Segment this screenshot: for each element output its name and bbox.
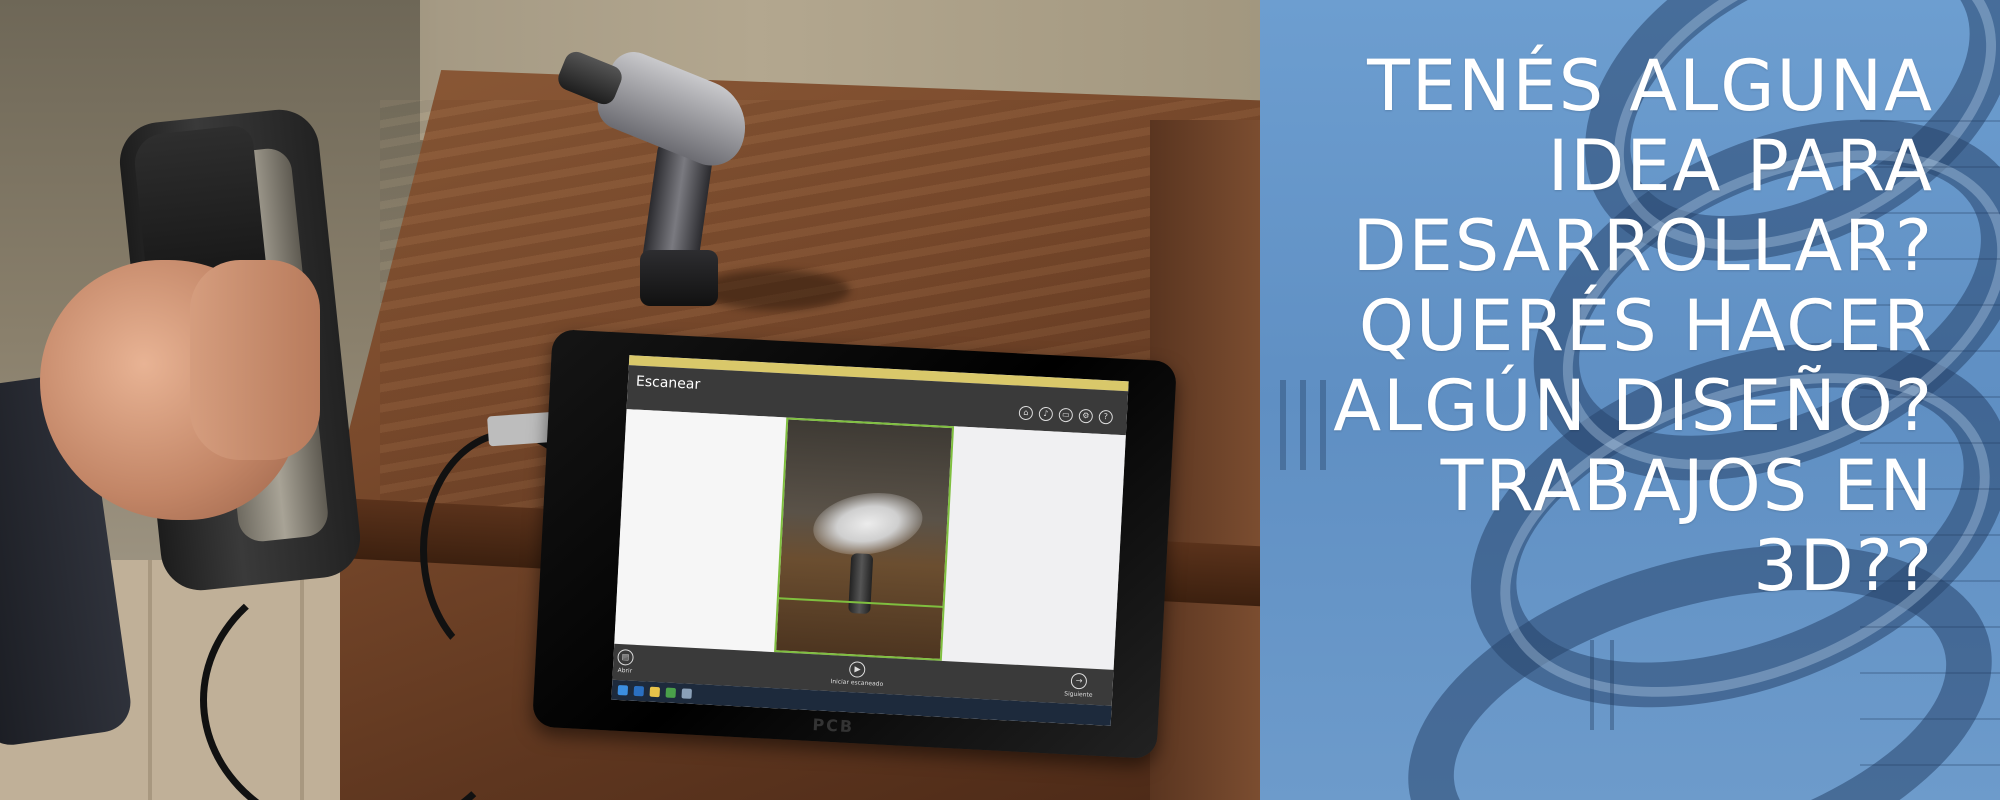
next-label: Siguiente	[1064, 690, 1093, 699]
drill-shadow	[700, 270, 850, 310]
ie-icon[interactable]	[633, 685, 645, 697]
headline-line: QUERÉS HACER	[1358, 285, 1934, 367]
folder-taskbar-icon[interactable]	[649, 686, 661, 698]
background-grid	[1860, 120, 2000, 800]
tablet-brand: PCB	[811, 715, 855, 737]
play-icon: ▶	[849, 661, 866, 678]
app-taskbar-icon[interactable]	[681, 688, 692, 699]
scanner-photo: PCB Escanear ⌂ ♪ ▭ ⚙ ? ▤ Abrir ▶ Iniciar…	[0, 0, 1260, 800]
home-icon[interactable]: ⌂	[1018, 405, 1034, 421]
open-label: Abrir	[617, 666, 633, 675]
settings-icon[interactable]: ⚙	[1078, 408, 1094, 424]
headline-line: TRABAJOS EN	[1440, 445, 1934, 527]
headline-line: 3D??	[1753, 525, 1934, 607]
fingers	[190, 260, 320, 460]
headline-line: IDEA PARA	[1547, 125, 1934, 207]
scan-mesh	[808, 485, 927, 563]
dimension-mark	[1610, 640, 1614, 730]
right-pane	[941, 426, 1126, 670]
scanned-drill	[848, 553, 874, 615]
dimension-mark	[1300, 380, 1306, 470]
dimension-mark	[1280, 380, 1286, 470]
headline-panel: TENÉS ALGUNA IDEA PARA DESARROLLAR? QUER…	[1260, 0, 2000, 800]
open-button[interactable]: ▤ Abrir	[617, 648, 634, 675]
next-button[interactable]: → Siguiente	[1064, 672, 1094, 699]
tablet-screen: Escanear ⌂ ♪ ▭ ⚙ ? ▤ Abrir ▶ Iniciar esc…	[611, 355, 1129, 726]
left-pane	[614, 409, 787, 653]
start-icon[interactable]	[617, 685, 629, 696]
usb-cable-lower	[200, 560, 520, 800]
headline-line: TENÉS ALGUNA	[1367, 45, 1934, 127]
headline-line: ALGÚN DISEÑO?	[1333, 365, 1934, 447]
drill-battery	[640, 250, 718, 306]
help-icon[interactable]: ?	[1098, 409, 1114, 425]
headline: TENÉS ALGUNA IDEA PARA DESARROLLAR? QUER…	[1260, 46, 1934, 606]
start-scan-button[interactable]: ▶ Iniciar escaneado	[830, 660, 884, 688]
headline-line: DESARROLLAR?	[1352, 205, 1934, 287]
scan-viewport	[774, 417, 955, 661]
store-icon[interactable]	[665, 687, 677, 699]
arrow-right-icon: →	[1070, 672, 1088, 690]
screen-icon[interactable]: ▭	[1058, 407, 1074, 423]
dimension-mark	[1590, 640, 1594, 730]
app-title: Escanear	[635, 373, 701, 393]
sound-icon[interactable]: ♪	[1038, 406, 1054, 422]
dimension-mark	[1320, 380, 1326, 470]
folder-icon: ▤	[617, 648, 634, 666]
